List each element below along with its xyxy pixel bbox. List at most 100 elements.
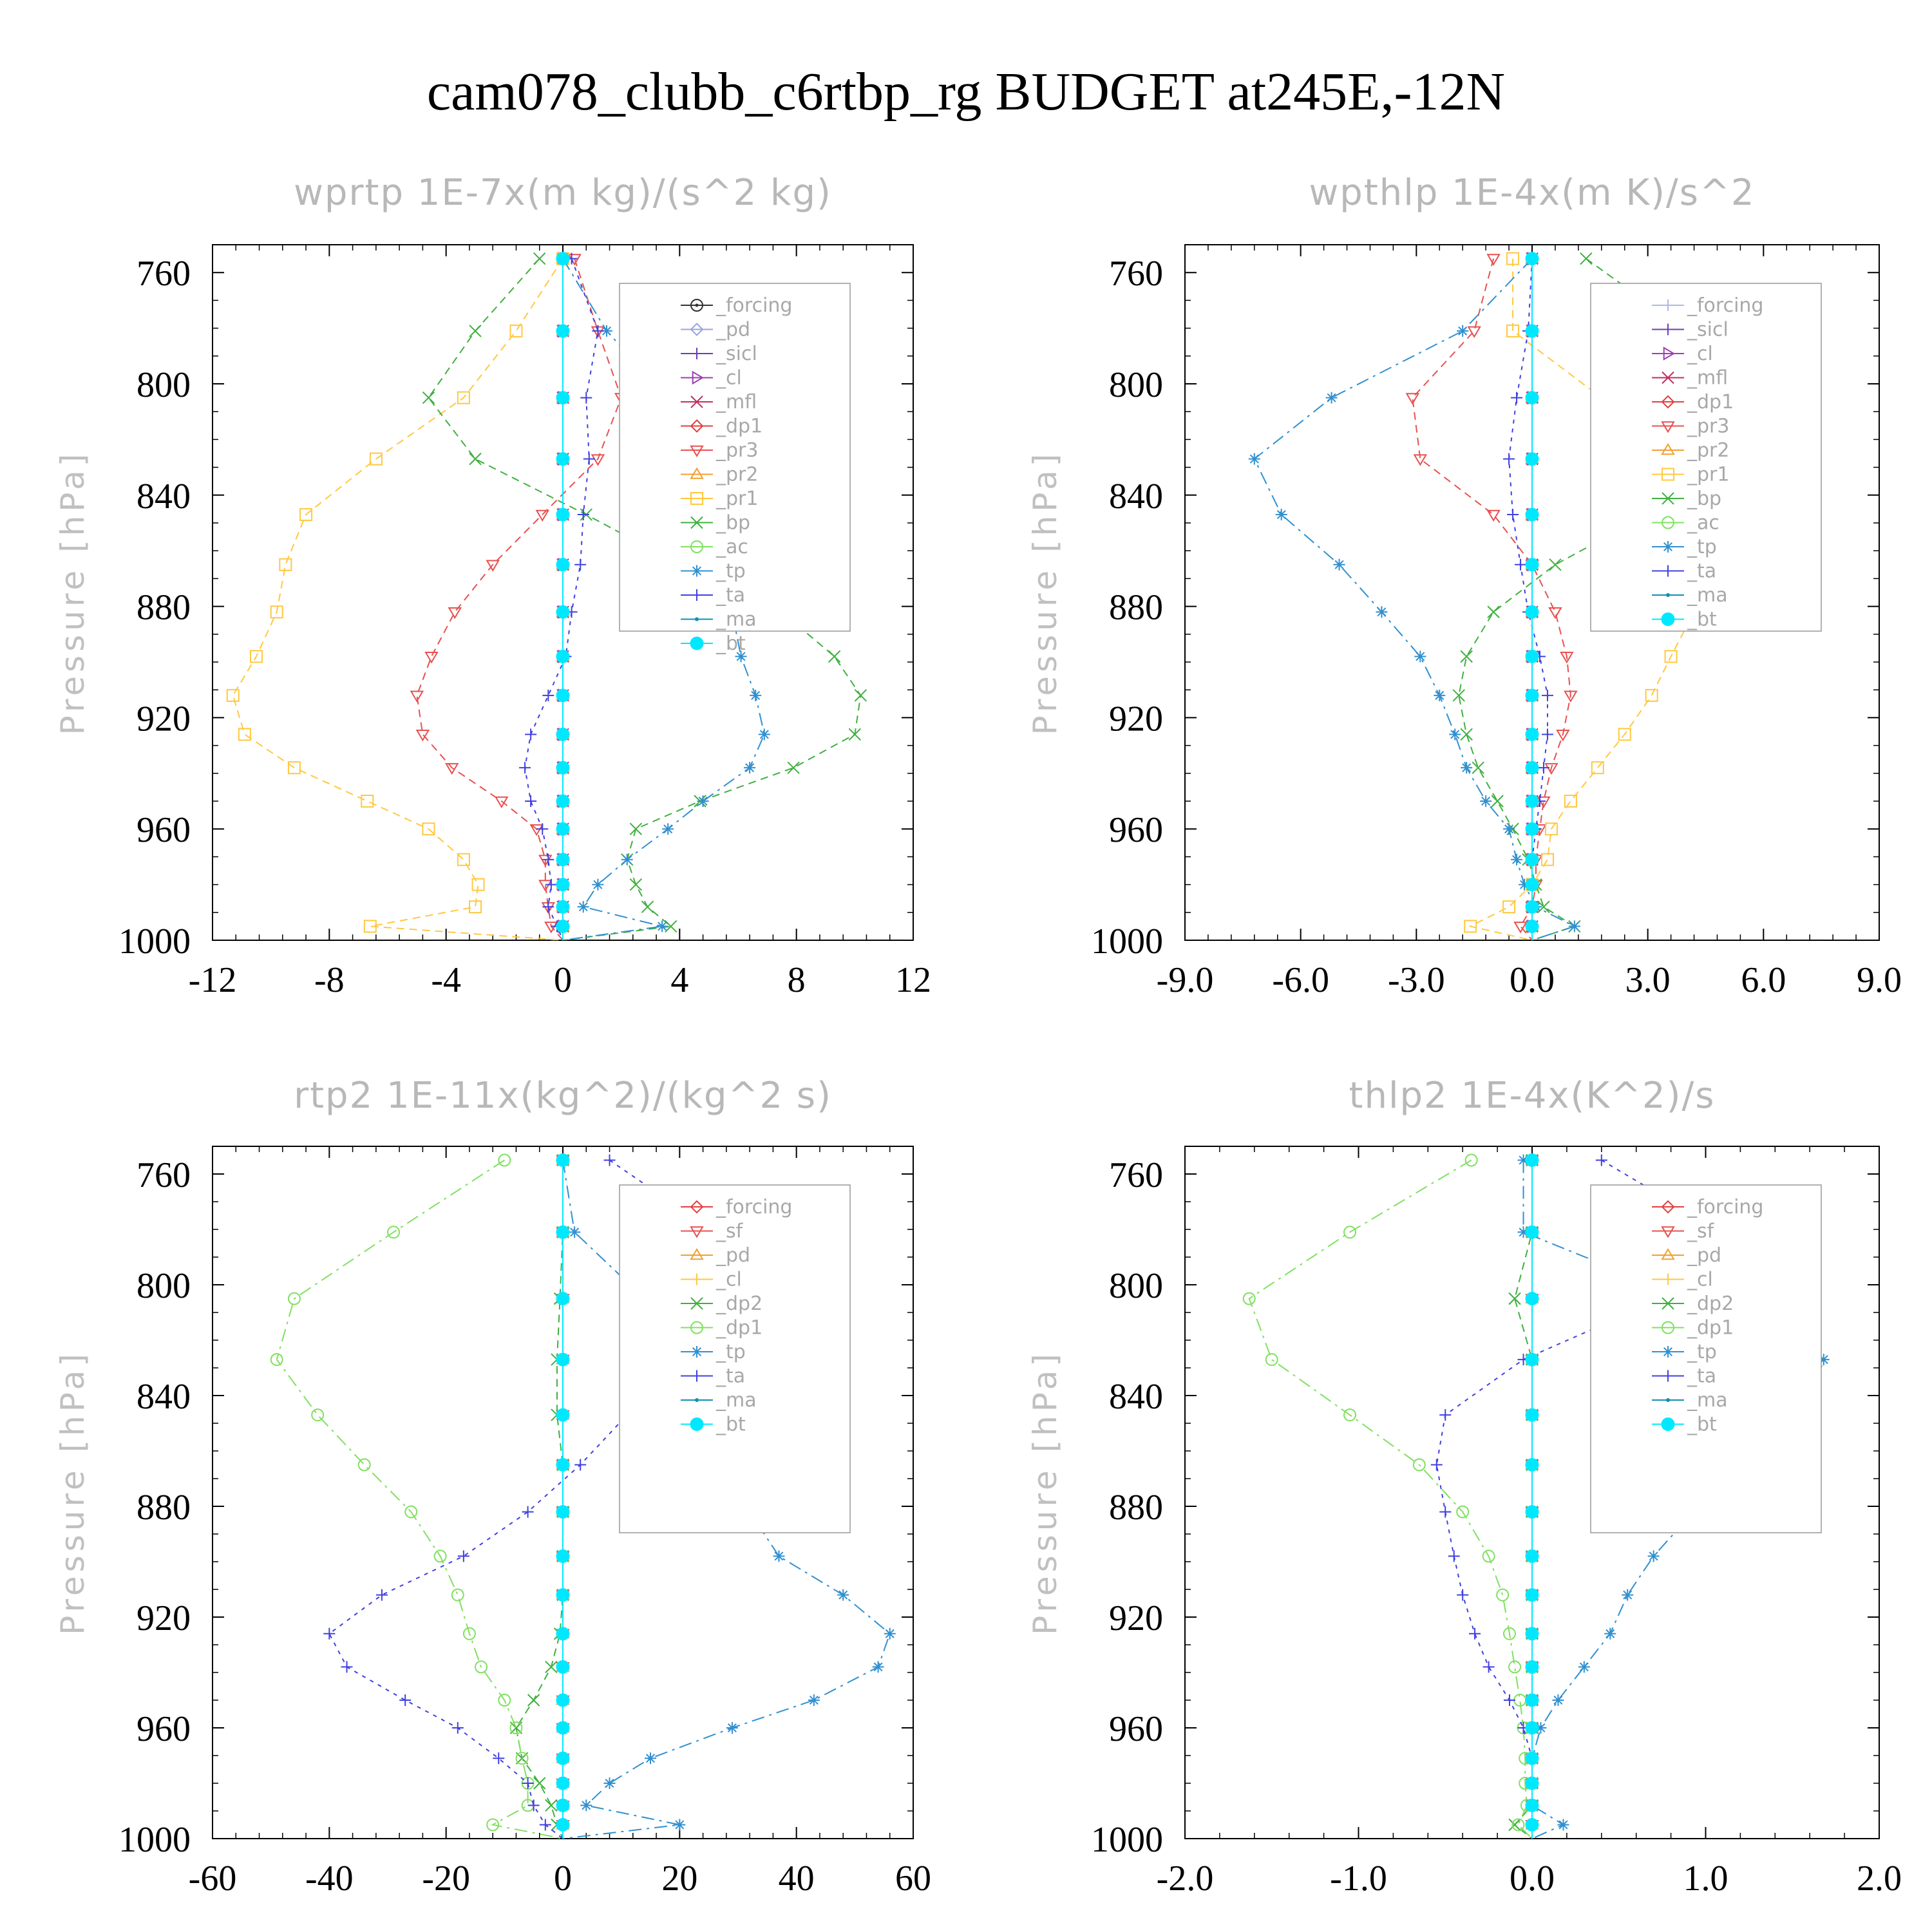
legend-marker [690,395,703,408]
data-point-tp [577,901,589,913]
x-tick-label: -60 [189,1859,237,1899]
data-point-pr3 [1544,762,1558,775]
data-point-tp [735,650,747,663]
data-point-ta [323,1627,336,1640]
data-point-pr3 [495,796,509,808]
legend-marker [690,1248,704,1260]
y-tick-label: 840 [1109,477,1163,516]
data-point-pr3 [424,652,439,664]
data-point-bt [556,507,570,522]
data-point-pr1 [270,605,283,619]
data-point-tp [1519,878,1531,891]
data-point-ta [577,509,589,521]
data-point-pr1 [287,761,301,775]
data-point-dp2 [1508,1292,1521,1305]
data-point-bt [556,1549,570,1563]
data-point-bt [556,452,570,466]
data-point-pr1 [238,728,251,741]
data-point-dp1 [404,1505,418,1519]
data-point-pr3 [448,607,462,620]
legend-marker [1662,1297,1674,1310]
data-point-tp [1604,1627,1616,1640]
data-point-ta [592,325,604,337]
legend-marker [1666,1398,1670,1402]
y-tick-label: 880 [137,588,191,628]
data-point-ta [522,1777,534,1789]
data-point-ta [1503,1694,1515,1706]
legend-marker [691,348,703,359]
data-point-dp2 [533,1777,546,1790]
data-point-bt [1525,1292,1539,1305]
data-point-bt [556,1693,570,1707]
series-line-dp1 [1248,1159,1533,1839]
series-line-ta [328,1159,762,1839]
x-tick-label: 1.0 [1683,1859,1728,1899]
y-tick-label: 800 [1109,1266,1163,1306]
data-point-dp1 [498,1153,511,1167]
data-point-bt [556,900,570,914]
data-point-ta [1503,453,1515,465]
data-point-bt [1525,324,1539,338]
legend-entry-bt: _bt [1687,1414,1717,1436]
chart-panel-4: thlp2 1E-4x(K^2)/s Pressure [hPa] -2.0 -1.0… [1027,1075,1902,1899]
data-point-bt [1525,558,1539,572]
data-point-ta [603,1154,616,1166]
data-point-bt [1525,878,1539,892]
legend-entry-pr1: _pr1 [1687,464,1729,486]
legend-marker [1662,565,1674,577]
data-point-bt [1525,1627,1539,1641]
data-point-tp [744,762,756,774]
data-point-ta [1511,392,1523,404]
legend-entry-ta: _ta [715,1365,745,1388]
data-point-tp [1325,392,1338,404]
legend-marker [691,1346,703,1358]
data-point-pr1 [369,452,383,466]
legend-marker [1662,492,1674,505]
data-point-pr1 [363,920,377,933]
data-point-ta [1537,762,1549,774]
data-point-dp1 [1508,1660,1522,1674]
data-point-pr1 [250,650,263,663]
data-point-tp [1511,853,1523,866]
data-point-bt [556,1818,570,1832]
data-point-ta [574,558,587,571]
data-point-dp1 [1456,1505,1470,1519]
legend-marker [690,492,703,505]
y-tick-label: 880 [1109,588,1163,628]
y-tick-label: 920 [137,1598,191,1638]
legend-entry-dp1: _dp1 [715,1317,762,1340]
data-point-bt [1525,1693,1539,1707]
x-tick-label: -20 [422,1859,470,1899]
data-point-bt [1525,761,1539,775]
data-point-tp [662,823,674,835]
y-tick-label: 800 [137,1266,191,1306]
data-point-bt [556,919,570,933]
data-point-bt [556,1660,570,1674]
legend-entry-cl: _cl [715,1269,742,1291]
legend-entry-cl: _cl [715,367,742,390]
data-point-dp2 [527,1694,540,1707]
x-tick-label: -40 [305,1859,354,1899]
data-point-pr1 [1502,900,1516,914]
data-point-bt [556,605,570,619]
y-tick-label: 960 [137,810,191,850]
data-point-pr3 [591,454,605,466]
data-point-tp [601,325,612,337]
data-point-dp1 [1343,1408,1357,1422]
legend-entry-sicl: _sicl [715,343,757,365]
legend-entry-tp: _tp [1687,536,1717,558]
data-point-dp1 [433,1549,447,1563]
data-point-bp [1580,252,1593,265]
data-point-bt [1525,1408,1539,1422]
data-point-dp2 [545,1799,558,1812]
data-point-pr1 [361,795,374,808]
panels-container: wprtp 1E-7x(m kg)/(s^2 kg) Pressure [hPa]… [54,172,1902,1899]
legend-marker [695,617,699,621]
series-line-dp2 [515,1160,564,1839]
data-point-tp [592,878,604,891]
panel-title: thlp2 1E-4x(K^2)/s [1349,1075,1716,1117]
data-point-bt [1525,1751,1539,1765]
data-point-tp [1578,1661,1590,1673]
data-point-tp [1376,606,1388,618]
